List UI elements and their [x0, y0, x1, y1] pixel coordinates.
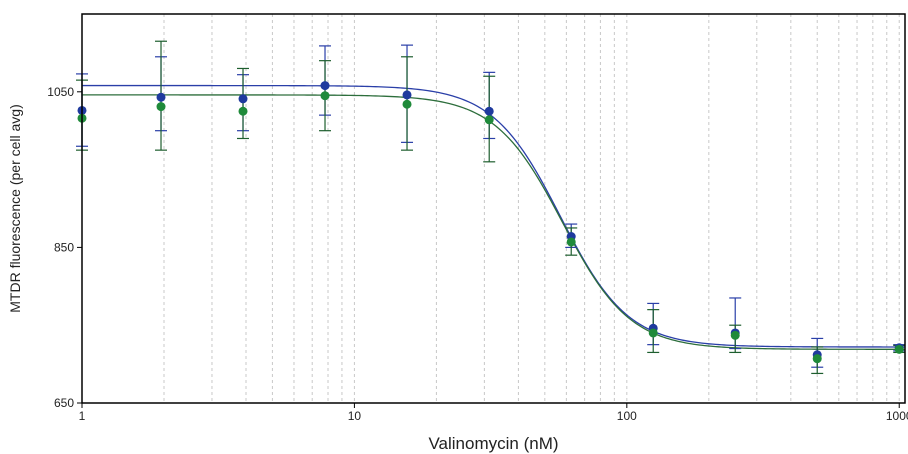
fit-curves	[82, 84, 905, 350]
data-point	[812, 354, 822, 364]
fit-curve	[82, 84, 905, 348]
x-tick-label: 10	[348, 409, 362, 423]
data-point	[238, 94, 248, 104]
data-point	[156, 102, 166, 112]
data-points	[77, 81, 904, 364]
data-point	[320, 91, 330, 101]
plot-frame	[81, 13, 906, 404]
y-tick-label: 850	[54, 240, 74, 254]
x-axis-ticks: 1 10 100 1000	[79, 403, 908, 423]
x-tick-label: 100	[617, 409, 637, 423]
y-axis-label: MTDR fluorescence (per cell avg)	[7, 104, 23, 313]
data-point	[402, 90, 412, 100]
error-bars	[76, 40, 906, 375]
data-point	[320, 81, 330, 91]
x-tick-label: 1000	[886, 409, 908, 423]
data-point	[238, 106, 248, 116]
y-tick-label: 650	[54, 396, 74, 410]
data-point	[730, 330, 740, 340]
data-point	[566, 237, 576, 247]
data-point	[484, 106, 494, 116]
fit-curve	[82, 94, 905, 350]
data-point	[648, 328, 658, 338]
data-point	[484, 115, 494, 125]
x-axis-label: Valinomycin (nM)	[428, 434, 558, 453]
data-point	[156, 92, 166, 102]
y-axis-ticks: 650 850 1050	[47, 85, 82, 410]
data-point	[894, 344, 904, 354]
x-tick-label: 1	[79, 409, 86, 423]
data-point	[402, 99, 412, 109]
y-tick-label: 1050	[47, 85, 74, 99]
grid-lines	[163, 14, 900, 403]
